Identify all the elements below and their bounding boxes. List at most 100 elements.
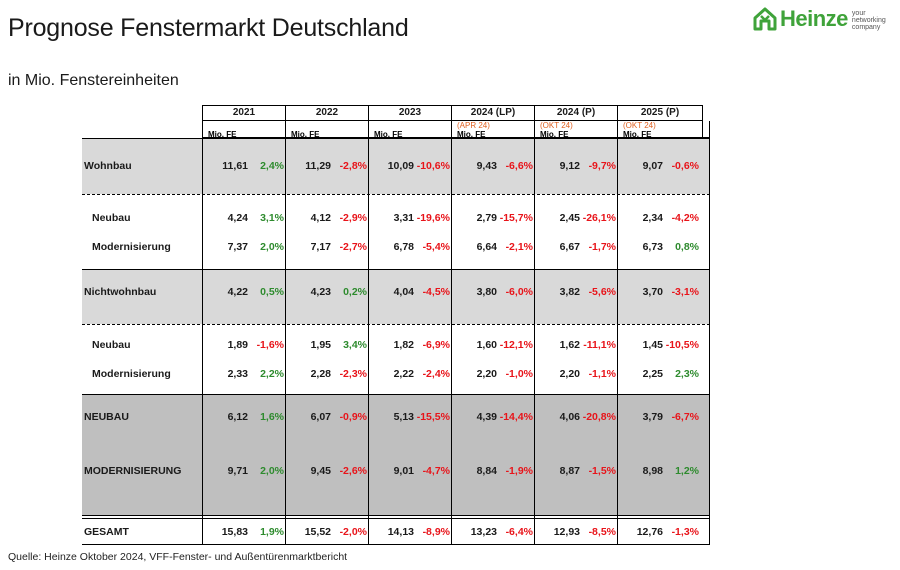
year-col-0: 2021 [202,105,285,121]
cell-change: -6,0% [505,286,533,298]
cell-change: -26,1% [582,212,616,224]
cell-value: 7,37 [227,241,248,253]
table-cell: 4,23 0,2% [285,286,368,298]
table-cell: 14,13 -8,9% [368,526,451,538]
unit-header: Mio. FE Mio. FE Mio. FE (APR 24) Mio. FE … [82,121,710,139]
cell-change: 1,2% [675,465,699,477]
cell-value: 8,87 [559,465,580,477]
cell-change: -1,0% [505,368,533,380]
cell-value: 4,23 [310,286,331,298]
cell-change: -1,1% [588,368,616,380]
row-divider [82,544,710,545]
cell-change: -10,5% [665,339,699,351]
cell-value: 6,07 [310,411,331,423]
table-cell: 8,87 -1,5% [534,465,617,477]
table-cell: 4,24 3,1% [202,212,285,224]
cell-change: 0,2% [343,286,367,298]
cell-value: 9,71 [227,465,248,477]
col-divider [285,121,286,545]
table-cell: 12,76 -1,3% [617,526,703,538]
table-cell: 3,79 -6,7% [617,411,703,423]
cell-value: 4,06 [559,411,580,423]
cell-change: -2,7% [339,241,367,253]
cell-change: -9,7% [588,160,616,172]
table-row: GESAMT 15,83 1,9% 15,52 -2,0% 14,13 -8,9% 13,23… [82,522,710,542]
cell-change: -1,5% [588,465,616,477]
table-row: NEUBAU 6,12 1,6% 6,07 -0,9% 5,13 -15,5% 4,39 -14… [82,407,710,427]
table-row: Neubau 1,89 -1,6% 1,95 3,4% 1,82 -6,9% 1,60 -12,… [82,335,710,355]
cell-value: 6,78 [393,241,414,253]
cell-change: -20,8% [582,411,616,423]
cell-value: 2,79 [476,212,497,224]
row-divider [82,515,710,516]
cell-change: -4,7% [422,465,450,477]
cell-value: 6,12 [227,411,248,423]
cell-change: 0,8% [675,241,699,253]
row-label: Neubau [92,212,131,224]
cell-value: 4,12 [310,212,331,224]
cell-value: 3,82 [559,286,580,298]
table-cell: 1,62 -11,1% [534,339,617,351]
cell-value: 15,52 [304,526,331,538]
unit-divider [202,137,710,138]
cell-value: 9,12 [559,160,580,172]
row-label: MODERNISIERUNG [84,465,182,477]
cell-change: -2,8% [339,160,367,172]
table-cell: 4,39 -14,4% [451,411,534,423]
page-title: Prognose Fenstermarkt Deutschland [8,14,409,42]
table-cell: 9,43 -6,6% [451,160,534,172]
table-cell: 4,22 0,5% [202,286,285,298]
heinze-logo: Heinze your networking company [752,4,892,34]
year-col-2: 2023 [368,105,451,121]
cell-change: -0,6% [671,160,699,172]
cell-value: 4,39 [476,411,497,423]
cell-value: 3,31 [393,212,414,224]
cell-value: 5,13 [393,411,414,423]
cell-value: 4,04 [393,286,414,298]
table-cell: 2,20 -1,0% [451,368,534,380]
cell-change: 1,6% [260,411,284,423]
row-label: NEUBAU [84,411,129,423]
forecast-note: (OKT 24) [623,121,656,130]
col-divider [709,121,710,545]
table-cell: 3,70 -3,1% [617,286,703,298]
cell-change: 3,1% [260,212,284,224]
cell-change: -1,3% [671,526,699,538]
table-cell: 9,07 -0,6% [617,160,703,172]
cell-value: 3,79 [642,411,663,423]
row-divider-dashed [82,194,710,195]
table-cell: 11,29 -2,8% [285,160,368,172]
cell-change: -1,7% [588,241,616,253]
unit-label: Mio. FE [457,130,486,139]
unit-label: Mio. FE [208,130,237,139]
table-cell: 12,93 -8,5% [534,526,617,538]
table-row: Neubau 4,24 3,1% 4,12 -2,9% 3,31 -19,6% 2,79 -15… [82,208,710,228]
cell-value: 10,09 [387,160,414,172]
row-label: GESAMT [84,526,129,538]
cell-change: -2,0% [339,526,367,538]
cell-change: -6,6% [505,160,533,172]
cell-change: -8,9% [422,526,450,538]
cell-change: -3,1% [671,286,699,298]
row-label: Modernisierung [92,368,171,380]
table-cell: 3,31 -19,6% [368,212,451,224]
cell-change: -11,1% [583,339,616,351]
table-cell: 1,95 3,4% [285,339,368,351]
table-cell: 5,13 -15,5% [368,411,451,423]
table-cell: 11,61 2,4% [202,160,285,172]
cell-value: 1,82 [393,339,414,351]
table-cell: 1,45 -10,5% [617,339,703,351]
cell-change: -6,9% [422,339,450,351]
table-cell: 2,20 -1,1% [534,368,617,380]
col-divider [534,121,535,545]
table-cell: 1,82 -6,9% [368,339,451,351]
table-cell: 9,71 2,0% [202,465,285,477]
table-cell: 3,80 -6,0% [451,286,534,298]
cell-change: 0,5% [260,286,284,298]
cell-value: 2,22 [393,368,414,380]
cell-change: 2,4% [260,160,284,172]
row-label: Modernisierung [92,241,171,253]
table-cell: 6,12 1,6% [202,411,285,423]
row-divider [82,269,710,270]
band-totals [82,394,710,515]
